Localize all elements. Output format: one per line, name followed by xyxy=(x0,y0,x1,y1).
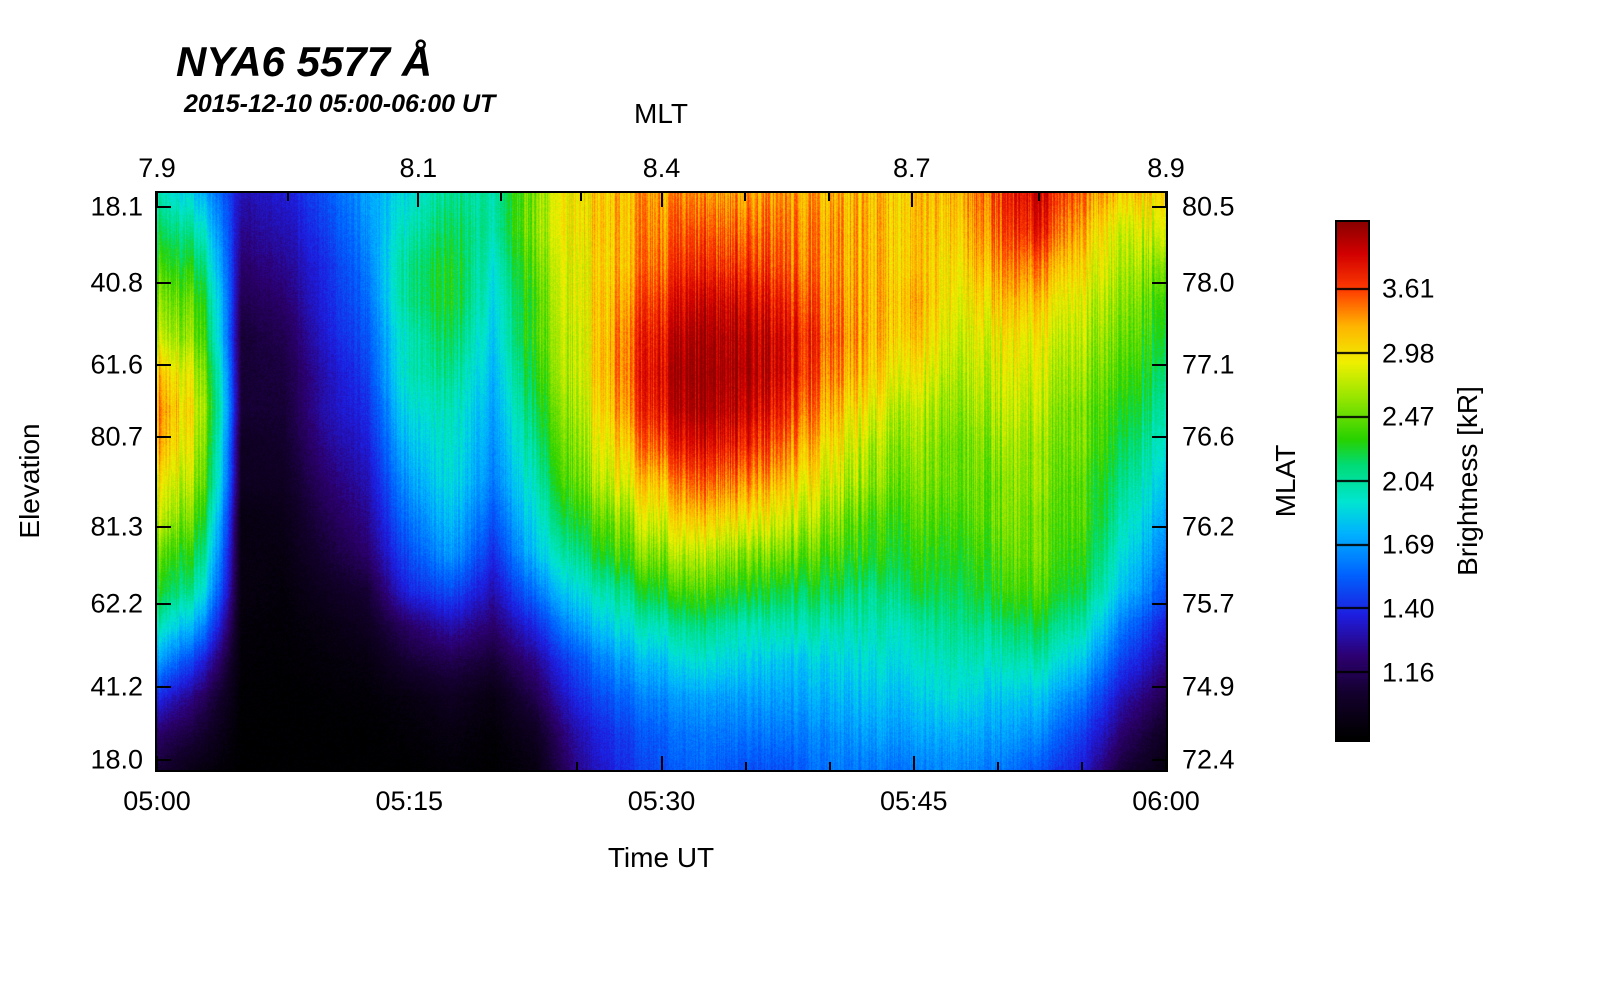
right-axis-tick-label: 78.0 xyxy=(1182,267,1235,298)
bottom-axis-minor-tick xyxy=(492,762,495,770)
bottom-axis-tick-label: 06:00 xyxy=(1132,786,1200,816)
left-axis-tick-label: 80.7 xyxy=(90,421,143,452)
bottom-axis-minor-tick xyxy=(828,762,831,770)
right-axis-tick-label: 80.5 xyxy=(1182,191,1235,222)
right-axis-major-tick xyxy=(1152,685,1166,688)
colorbar-tick-label: 2.04 xyxy=(1382,466,1435,497)
left-axis-major-tick xyxy=(157,759,171,762)
right-axis-title: MLAT xyxy=(1270,444,1301,518)
colorbar-tick-label: 1.16 xyxy=(1382,657,1435,687)
bottom-axis-tick-label: 05:15 xyxy=(375,786,444,816)
right-axis-major-tick xyxy=(1152,282,1166,284)
top-axis-tick-label: 7.9 xyxy=(138,153,176,183)
colorbar xyxy=(1335,220,1370,742)
colorbar-title: Brightness [kR] xyxy=(1452,386,1483,576)
top-axis-major-tick xyxy=(910,193,913,207)
top-axis-minor-tick xyxy=(500,193,503,201)
left-axis-tick-label: 81.3 xyxy=(90,511,143,542)
top-axis-minor-tick xyxy=(287,193,290,201)
left-axis-major-tick xyxy=(157,363,171,366)
top-axis-tick-label: 8.1 xyxy=(399,153,438,183)
right-axis-tick-label: 72.4 xyxy=(1182,744,1235,775)
right-axis-tick-label: 77.1 xyxy=(1182,349,1235,380)
left-axis-major-tick xyxy=(157,282,171,284)
left-axis-major-tick xyxy=(157,685,171,688)
right-axis-tick-label: 75.7 xyxy=(1182,588,1235,619)
bottom-axis-minor-tick xyxy=(744,762,747,770)
top-axis-minor-tick xyxy=(579,193,582,201)
left-axis-tick-label: 61.6 xyxy=(90,349,143,380)
colorbar-tick-label: 1.40 xyxy=(1382,593,1435,624)
left-axis-tick-label: 18.1 xyxy=(90,191,143,222)
top-axis-major-tick xyxy=(660,193,663,207)
bottom-axis-minor-tick xyxy=(1080,762,1083,770)
right-axis-major-tick xyxy=(1152,436,1166,439)
right-axis-major-tick xyxy=(1152,526,1166,529)
bottom-axis-tick-label: 05:00 xyxy=(123,786,191,816)
colorbar-tick-label: 2.98 xyxy=(1382,338,1435,369)
right-axis-major-tick xyxy=(1152,759,1166,762)
colorbar-tick-label: 2.47 xyxy=(1382,401,1435,432)
left-axis-tick-label: 40.8 xyxy=(90,267,143,298)
left-axis-major-tick xyxy=(157,602,171,605)
bottom-axis-tick-label: 05:45 xyxy=(879,786,948,816)
top-axis-major-tick xyxy=(417,193,420,207)
left-axis-tick-label: 62.2 xyxy=(90,588,143,619)
bottom-axis-minor-tick xyxy=(576,762,579,770)
bottom-axis-major-tick xyxy=(660,756,663,770)
right-axis-tick-label: 76.6 xyxy=(1182,421,1235,452)
colorbar-gradient xyxy=(1337,222,1368,740)
plot-area xyxy=(155,191,1168,772)
bottom-axis-major-tick xyxy=(1165,756,1167,770)
top-axis-title: MLT xyxy=(634,98,688,129)
bottom-axis-minor-tick xyxy=(240,762,243,770)
left-axis-title: Elevation xyxy=(14,423,45,539)
bottom-axis-major-tick xyxy=(156,756,158,770)
top-axis-major-tick xyxy=(1165,193,1167,207)
left-axis-major-tick xyxy=(157,205,171,208)
colorbar-tick-label: 1.69 xyxy=(1382,529,1435,560)
left-axis-tick-label: 41.2 xyxy=(90,671,143,702)
top-axis-tick-label: 8.7 xyxy=(892,153,931,183)
top-axis-minor-tick xyxy=(1037,193,1040,201)
top-axis-minor-tick xyxy=(827,193,830,201)
right-axis-major-tick xyxy=(1152,205,1166,208)
left-axis-major-tick xyxy=(157,436,171,439)
top-axis-minor-tick xyxy=(744,193,747,201)
bottom-axis-major-tick xyxy=(912,756,915,770)
right-axis-tick-label: 76.2 xyxy=(1182,511,1235,542)
right-axis-major-tick xyxy=(1152,602,1166,605)
keogram-heatmap xyxy=(157,193,1166,770)
bottom-axis-tick-label: 05:30 xyxy=(627,786,696,816)
bottom-axis-minor-tick xyxy=(324,762,327,770)
bottom-axis-major-tick xyxy=(408,756,411,770)
top-axis-tick-label: 8.9 xyxy=(1147,153,1185,183)
bottom-axis-title: Time UT xyxy=(607,842,715,873)
bottom-axis-minor-tick xyxy=(996,762,999,770)
top-axis-major-tick xyxy=(156,193,158,207)
left-axis-tick-label: 18.0 xyxy=(90,744,143,775)
colorbar-tick-label: 3.61 xyxy=(1382,273,1435,304)
left-axis-major-tick xyxy=(157,526,171,529)
chart-title: NYA6 5577 Å xyxy=(176,38,433,85)
top-axis-tick-label: 8.4 xyxy=(642,153,681,183)
right-axis-tick-label: 74.9 xyxy=(1182,671,1235,702)
chart-subtitle: 2015-12-10 05:00-06:00 UT xyxy=(184,90,496,118)
right-axis-major-tick xyxy=(1152,363,1166,366)
